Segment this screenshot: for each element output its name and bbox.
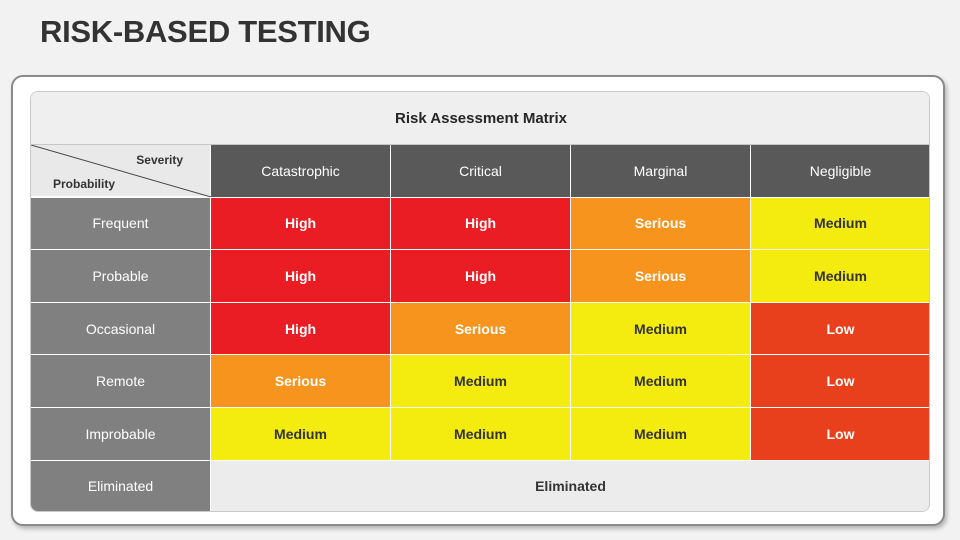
probability-row-header: Occasional	[31, 302, 211, 356]
risk-level-cell: Serious	[391, 302, 571, 356]
risk-level-cell: Medium	[571, 302, 751, 356]
risk-level-cell: High	[211, 250, 391, 303]
probability-row-header: Frequent	[31, 197, 211, 251]
risk-level-cell: Low	[751, 408, 929, 461]
risk-level-cell: Serious	[571, 197, 751, 251]
page-title: RISK-BASED TESTING	[40, 14, 371, 49]
risk-level-cell: Medium	[211, 408, 391, 461]
risk-level-cell: Medium	[751, 250, 929, 303]
risk-level-cell: Medium	[751, 197, 929, 251]
risk-level-cell: Medium	[571, 408, 751, 461]
risk-level-cell: High	[391, 197, 571, 251]
risk-level-cell: Serious	[571, 250, 751, 303]
risk-level-cell: Medium	[391, 355, 571, 408]
probability-row-header: Remote	[31, 355, 211, 408]
matrix-title: Risk Assessment Matrix	[31, 92, 929, 145]
severity-column-header: Critical	[391, 145, 571, 198]
risk-level-cell: Low	[751, 302, 929, 356]
risk-level-cell: High	[391, 250, 571, 303]
severity-column-header: Marginal	[571, 145, 751, 198]
corner-diagonal-divider	[31, 145, 211, 197]
risk-matrix: Risk Assessment Matrix Severity Probabil…	[30, 91, 930, 512]
eliminated-span-cell: Eliminated	[211, 460, 929, 511]
probability-row-header-eliminated: Eliminated	[31, 460, 211, 511]
matrix-corner-header: Severity Probability	[31, 145, 211, 197]
risk-level-cell: Low	[751, 355, 929, 408]
probability-row-header: Improbable	[31, 408, 211, 461]
probability-row-header: Probable	[31, 250, 211, 303]
risk-level-cell: Serious	[211, 355, 391, 408]
severity-axis-label: Severity	[136, 153, 183, 167]
risk-level-cell: High	[211, 302, 391, 356]
risk-level-cell: Medium	[391, 408, 571, 461]
probability-axis-label: Probability	[53, 177, 116, 191]
severity-column-header: Catastrophic	[211, 145, 391, 198]
risk-level-cell: Medium	[571, 355, 751, 408]
risk-level-cell: High	[211, 197, 391, 251]
severity-column-header: Negligible	[751, 145, 929, 198]
